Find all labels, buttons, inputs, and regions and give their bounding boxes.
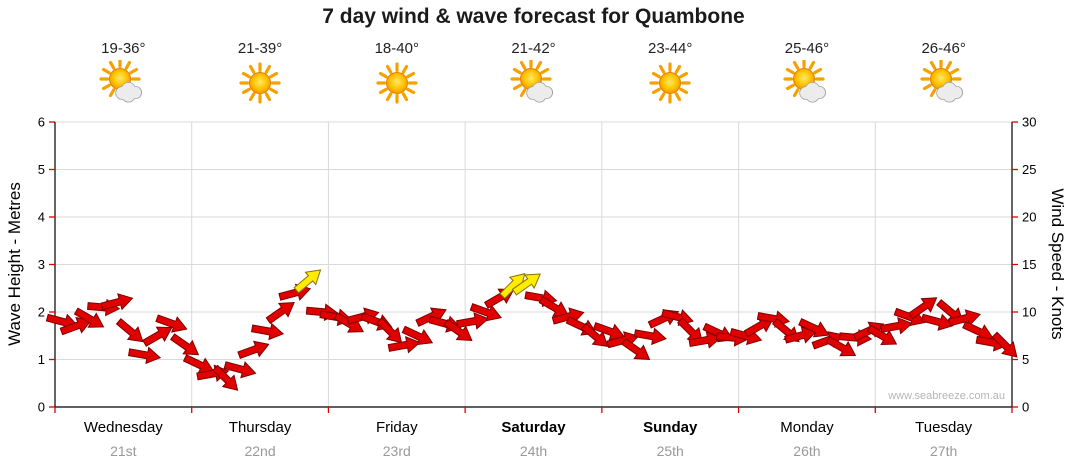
wind-arrow [115, 318, 144, 343]
wind-arrow [825, 335, 857, 357]
wind-arrow [100, 293, 134, 311]
wind-arrow [212, 364, 239, 391]
right-tick-label: 5 [1022, 352, 1029, 367]
day-label: Monday [780, 419, 834, 436]
watermark: www.seabreeze.com.au [888, 390, 1005, 402]
right-axis-label: Wind Speed - Knots [1048, 188, 1067, 340]
weather-icon-sun-cloud [781, 58, 833, 106]
temperature-range: 26-46° [921, 40, 966, 57]
weather-icon-sun-cloud [508, 58, 560, 106]
wind-arrow [293, 269, 322, 294]
weather-icon-sun-cloud [918, 58, 970, 106]
wind-arrow [499, 273, 526, 300]
wind-arrow [580, 322, 609, 348]
wind-arrow [155, 314, 188, 333]
left-tick-label: 3 [38, 257, 45, 272]
wind-arrow [866, 324, 898, 346]
left-tick-label: 2 [38, 305, 45, 320]
wind-arrow [798, 318, 830, 338]
day-label: Tuesday [915, 419, 973, 436]
wind-arrow [265, 301, 295, 325]
temperature-range: 18-40° [374, 40, 419, 57]
wind-arrow [127, 346, 162, 365]
left-tick-label: 4 [38, 210, 45, 225]
left-tick-label: 5 [38, 162, 45, 177]
right-tick-label: 0 [1022, 400, 1029, 415]
wind-arrow [376, 317, 403, 344]
wind-arrow [948, 309, 981, 327]
left-axis-label: Wave Height - Metres [5, 182, 24, 346]
wind-arrow [688, 331, 722, 349]
temperature-range: 25-46° [784, 40, 830, 57]
right-tick-label: 15 [1022, 257, 1036, 272]
wind-arrow [142, 326, 173, 347]
date-label: 22nd [244, 443, 276, 459]
wind-arrow [387, 336, 421, 354]
wind-arrow [456, 312, 490, 330]
date-label: 25th [656, 443, 684, 459]
temperature-range: 21-42° [511, 40, 556, 57]
date-label: 21st [110, 443, 137, 459]
wind-arrow [743, 317, 775, 338]
weather-icon-sun [644, 60, 696, 106]
wind-arrow [920, 313, 954, 331]
right-tick-label: 10 [1022, 305, 1036, 320]
right-tick-label: 20 [1022, 210, 1036, 225]
date-label: 27th [930, 443, 958, 459]
wind-arrow [169, 333, 200, 356]
wind-arrow [73, 307, 105, 328]
day-label: Sunday [643, 419, 698, 436]
day-label: Saturday [501, 419, 566, 436]
wind-arrow [908, 297, 938, 320]
right-tick-label: 25 [1022, 162, 1036, 177]
left-tick-label: 0 [38, 400, 45, 415]
wind-arrow [633, 327, 667, 346]
day-label: Wednesday [83, 419, 163, 436]
wind-arrow [879, 317, 913, 335]
left-tick-label: 1 [38, 352, 45, 367]
weather-icon-sun-cloud [97, 58, 149, 106]
wind-arrow [443, 318, 473, 342]
page-title: 7 day wind & wave forecast for Quambone [322, 5, 745, 28]
right-tick-label: 30 [1022, 115, 1036, 130]
wind-arrow [784, 326, 817, 344]
wind-arrow [511, 273, 541, 296]
wind-arrow [223, 361, 257, 379]
temperature-range: 23-44° [648, 40, 693, 57]
wind-arrow [59, 316, 92, 336]
date-label: 23rd [382, 443, 411, 459]
date-label: 24th [519, 443, 548, 459]
date-label: 26th [793, 443, 821, 459]
day-label: Thursday [228, 419, 292, 436]
weather-icon-sun [371, 60, 423, 106]
wind-arrow [237, 340, 270, 359]
wind-arrow [469, 303, 503, 322]
wind-arrow [621, 337, 651, 361]
day-label: Friday [375, 419, 418, 436]
wind-arrow [991, 331, 1018, 358]
temperature-range: 21-39° [237, 40, 283, 57]
weather-icon-sun [234, 60, 286, 106]
temperature-range: 19-36° [101, 40, 146, 57]
wind-arrow [401, 325, 434, 346]
left-tick-label: 6 [38, 115, 45, 130]
wind-arrow [250, 322, 285, 341]
